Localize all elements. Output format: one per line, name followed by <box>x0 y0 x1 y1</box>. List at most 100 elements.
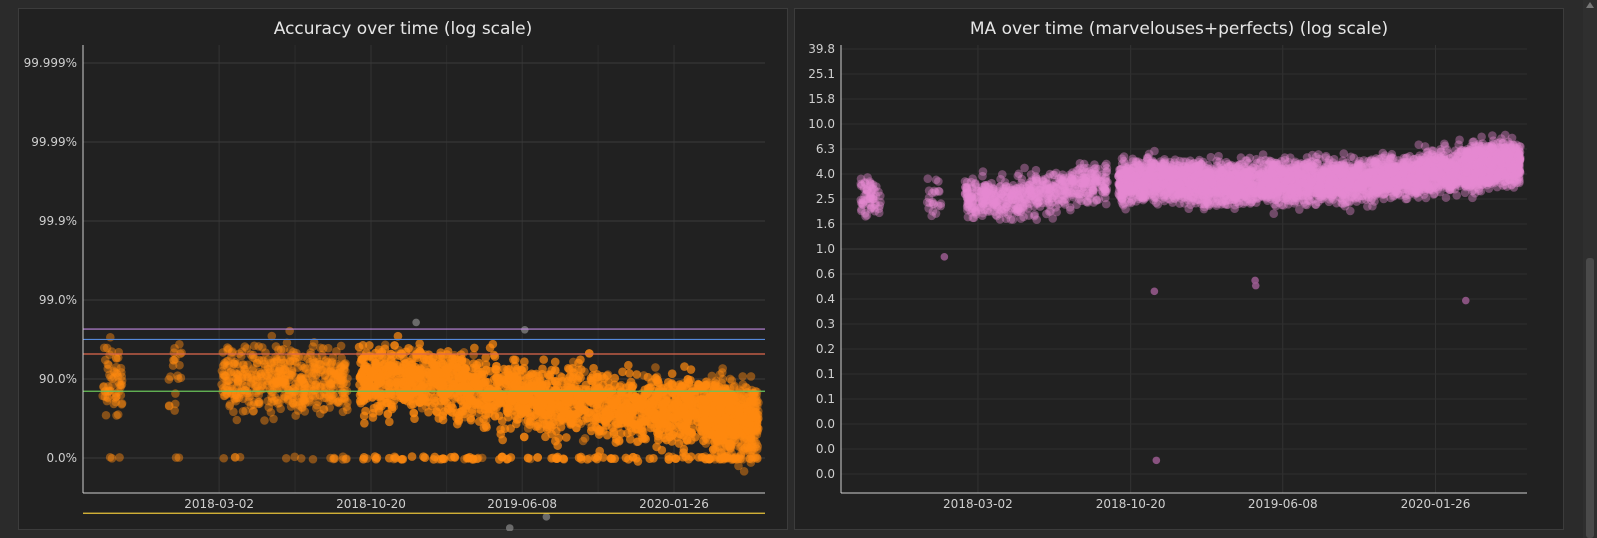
accuracy-point <box>112 354 121 363</box>
accuracy-point <box>342 402 352 412</box>
accuracy-point <box>175 360 184 370</box>
accuracy-point <box>279 377 288 387</box>
accuracy-point <box>333 369 342 378</box>
accuracy-point <box>723 391 733 400</box>
accuracy-point <box>473 363 483 373</box>
accuracy-point <box>332 369 342 379</box>
accuracy-point <box>278 366 288 376</box>
accuracy-point <box>305 396 314 405</box>
x-tick-label: 2020-01-26 <box>639 497 709 511</box>
accuracy-point <box>234 372 244 381</box>
accuracy-point <box>280 365 289 375</box>
accuracy-point <box>117 380 127 389</box>
accuracy-point <box>723 412 732 422</box>
accuracy-points <box>98 318 763 531</box>
accuracy-point <box>256 369 266 379</box>
accuracy-point <box>327 379 336 389</box>
accuracy-point <box>231 390 241 400</box>
accuracy-point <box>266 367 275 377</box>
accuracy-point <box>423 369 433 378</box>
accuracy-point <box>224 376 234 385</box>
accuracy-point <box>271 376 280 386</box>
accuracy-point <box>342 379 351 389</box>
accuracy-point <box>673 385 683 395</box>
accuracy-point <box>698 452 707 462</box>
accuracy-point <box>438 359 448 369</box>
accuracy-point <box>269 357 279 367</box>
accuracy-point <box>267 392 276 401</box>
accuracy-point <box>249 400 258 409</box>
accuracy-point <box>333 369 343 379</box>
accuracy-point <box>491 394 501 403</box>
accuracy-point <box>337 372 347 381</box>
accuracy-point <box>260 362 270 372</box>
accuracy-point <box>99 343 109 353</box>
accuracy-point <box>516 400 526 410</box>
accuracy-point <box>369 403 379 413</box>
accuracy-point <box>170 406 179 415</box>
accuracy-point <box>328 390 338 399</box>
accuracy-point <box>652 372 662 381</box>
accuracy-point <box>450 363 460 373</box>
accuracy-point <box>641 434 650 444</box>
accuracy-point <box>421 402 431 411</box>
accuracy-point <box>249 406 258 416</box>
accuracy-point <box>250 354 259 363</box>
accuracy-point <box>460 454 469 464</box>
accuracy-point <box>323 358 333 367</box>
accuracy-point <box>307 380 316 389</box>
accuracy-point <box>383 409 393 418</box>
accuracy-point <box>99 382 108 392</box>
accuracy-point <box>389 454 399 464</box>
accuracy-point <box>280 377 289 387</box>
accuracy-point <box>103 359 113 369</box>
accuracy-point <box>373 401 383 411</box>
accuracy-point <box>323 343 333 353</box>
accuracy-point <box>289 400 299 409</box>
accuracy-point <box>467 371 477 381</box>
accuracy-point <box>556 394 565 404</box>
accuracy-point <box>104 381 113 391</box>
accuracy-point <box>281 379 290 388</box>
accuracy-point <box>569 399 578 409</box>
accuracy-point <box>388 370 397 379</box>
accuracy-point <box>604 398 614 408</box>
accuracy-point <box>578 410 588 420</box>
accuracy-point <box>717 436 726 445</box>
accuracy-point <box>293 363 303 372</box>
accuracy-point <box>614 400 624 410</box>
accuracy-point <box>294 401 304 410</box>
accuracy-point <box>102 396 112 406</box>
accuracy-point <box>320 377 329 386</box>
accuracy-point <box>236 390 246 399</box>
accuracy-point <box>117 376 127 385</box>
accuracy-point <box>246 378 256 387</box>
accuracy-point <box>327 368 337 378</box>
accuracy-point <box>276 404 285 414</box>
accuracy-point <box>420 362 429 372</box>
accuracy-point <box>360 364 370 374</box>
accuracy-point <box>330 454 339 463</box>
accuracy-point <box>230 452 240 462</box>
accuracy-point <box>267 331 277 341</box>
accuracy-point <box>325 367 335 377</box>
accuracy-point <box>274 345 283 354</box>
accuracy-point <box>526 454 535 464</box>
accuracy-point <box>402 372 411 382</box>
accuracy-point <box>267 394 277 403</box>
accuracy-point <box>422 365 431 375</box>
accuracy-point <box>102 343 112 353</box>
accuracy-point <box>269 396 279 406</box>
accuracy-point <box>113 372 123 381</box>
accuracy-point <box>537 381 547 390</box>
accuracy-point <box>338 379 347 389</box>
accuracy-point <box>266 408 276 417</box>
accuracy-point <box>532 411 542 420</box>
accuracy-point <box>469 350 478 360</box>
accuracy-point <box>358 354 367 364</box>
accuracy-point <box>578 392 588 402</box>
accuracy-point <box>230 393 239 403</box>
accuracy-point <box>328 353 338 362</box>
accuracy-point <box>300 380 309 389</box>
accuracy-point <box>326 360 335 370</box>
